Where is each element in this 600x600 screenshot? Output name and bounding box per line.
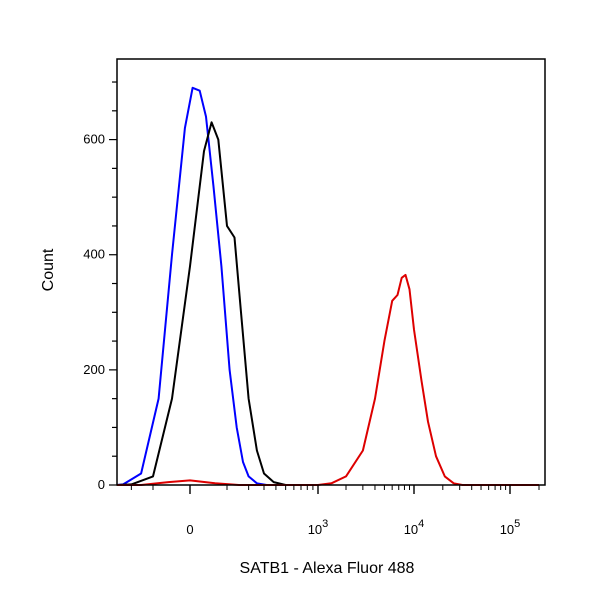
histogram-series-1 — [116, 86, 267, 486]
x-axis-title: SATB1 - Alexa Fluor 488 — [240, 560, 415, 577]
x-tick-label: 104 — [404, 518, 425, 537]
histogram-series-2 — [116, 121, 286, 486]
y-tick-label: 0 — [98, 477, 105, 492]
histogram-series-3 — [117, 273, 539, 486]
x-tick-label: 0 — [186, 522, 193, 537]
y-axis: 0 200 400 600 — [83, 81, 117, 492]
x-axis: 0 103 104 105 — [130, 485, 540, 537]
y-axis-title: Count — [40, 248, 57, 291]
x-tick-label: 105 — [500, 518, 521, 537]
y-tick-label: 400 — [83, 247, 105, 262]
y-tick-label: 600 — [83, 132, 105, 147]
plot-frame — [116, 58, 546, 486]
x-tick-label: 103 — [308, 518, 329, 537]
series-layer — [116, 86, 539, 486]
y-tick-label: 200 — [83, 362, 105, 377]
